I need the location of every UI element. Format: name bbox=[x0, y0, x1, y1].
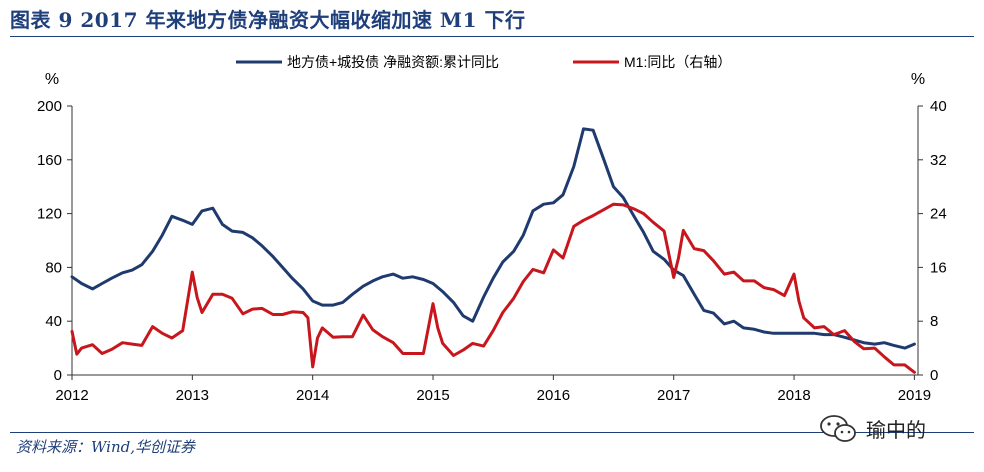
legend-label-m1: M1:同比（右轴） bbox=[624, 54, 731, 70]
left-axis-unit: % bbox=[45, 71, 59, 88]
y-left-tick-label: 0 bbox=[54, 367, 62, 384]
y-left-tick-label: 40 bbox=[45, 313, 62, 330]
x-tick-label: 2015 bbox=[416, 387, 449, 404]
title-divider bbox=[10, 36, 974, 37]
y-right-tick-label: 16 bbox=[930, 259, 947, 276]
y-right-tick-label: 8 bbox=[930, 313, 938, 330]
chart-title: 图表 9 2017 年来地方债净融资大幅收缩加速 M1 下行 bbox=[10, 8, 526, 32]
x-tick-label: 2018 bbox=[777, 387, 810, 404]
x-tick-label: 2012 bbox=[55, 387, 88, 404]
x-tick-label: 2014 bbox=[296, 387, 329, 404]
x-tick-label: 2017 bbox=[657, 387, 690, 404]
series-line-m1 bbox=[70, 202, 916, 374]
x-tick-label: 2016 bbox=[537, 387, 570, 404]
legend: 地方债+城投债 净融资额:累计同比 M1:同比（右轴） bbox=[236, 54, 731, 70]
y-left-tick-label: 160 bbox=[37, 152, 62, 169]
line-chart: 地方债+城投债 净融资额:累计同比 M1:同比（右轴） % % 04080120… bbox=[37, 54, 947, 404]
legend-label-bond-financing: 地方债+城投债 净融资额:累计同比 bbox=[287, 54, 499, 70]
y-right-tick-label: 24 bbox=[930, 206, 947, 223]
series-line-bond-financing bbox=[70, 127, 916, 350]
footer-divider bbox=[10, 432, 974, 433]
y-left-tick-label: 80 bbox=[45, 259, 62, 276]
x-tick-label: 2013 bbox=[176, 387, 209, 404]
y-right-tick-label: 32 bbox=[930, 152, 947, 169]
y-right-tick-label: 0 bbox=[930, 367, 938, 384]
y-left-tick-label: 120 bbox=[37, 206, 62, 223]
wechat-icon bbox=[820, 415, 856, 442]
wechat-watermark: 瑜中的 bbox=[818, 412, 968, 442]
y-left-tick-label: 200 bbox=[37, 98, 62, 115]
source-note: 资料来源：Wind,华创证券 bbox=[16, 438, 195, 456]
right-axis-unit: % bbox=[911, 71, 925, 88]
x-tick-label: 2019 bbox=[898, 387, 931, 404]
watermark-text: 瑜中的 bbox=[866, 418, 926, 442]
y-right-tick-label: 40 bbox=[930, 98, 947, 115]
